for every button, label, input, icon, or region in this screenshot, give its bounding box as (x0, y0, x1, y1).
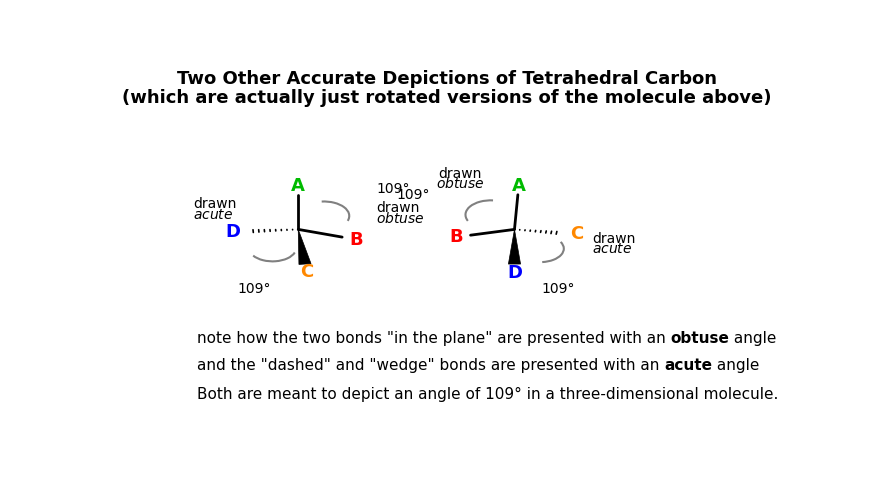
Text: angle: angle (712, 358, 760, 374)
Text: A: A (291, 178, 305, 196)
Text: D: D (507, 264, 522, 281)
Text: 109°: 109° (376, 182, 410, 196)
Text: (which are actually just rotated versions of the molecule above): (which are actually just rotated version… (122, 89, 772, 107)
Text: acute: acute (664, 358, 712, 374)
Text: $\it{obtuse}$: $\it{obtuse}$ (376, 211, 425, 226)
Text: Both are meant to depict an angle of 109° in a three-dimensional molecule.: Both are meant to depict an angle of 109… (197, 387, 778, 402)
Text: C: C (300, 264, 313, 281)
Text: and the "dashed" and "wedge" bonds are presented with an: and the "dashed" and "wedge" bonds are p… (197, 358, 664, 374)
Text: angle: angle (729, 332, 777, 346)
Text: $\it{acute}$: $\it{acute}$ (592, 242, 632, 256)
Text: Two Other Accurate Depictions of Tetrahedral Carbon: Two Other Accurate Depictions of Tetrahe… (177, 70, 717, 87)
Text: 109°: 109° (397, 188, 430, 202)
Text: B: B (449, 228, 463, 246)
Text: note how the two bonds "in the plane" are presented with an: note how the two bonds "in the plane" ar… (197, 332, 671, 346)
Text: drawn: drawn (194, 198, 237, 211)
Text: drawn: drawn (592, 232, 636, 246)
Text: 109°: 109° (542, 282, 576, 296)
Polygon shape (298, 230, 311, 264)
Text: obtuse: obtuse (671, 332, 729, 346)
Polygon shape (508, 230, 521, 264)
Text: D: D (225, 223, 240, 241)
Text: $\it{acute}$: $\it{acute}$ (194, 208, 234, 222)
Text: $\it{obtuse}$: $\it{obtuse}$ (436, 176, 485, 192)
Text: drawn: drawn (376, 201, 419, 215)
Text: drawn: drawn (439, 166, 482, 180)
Text: B: B (350, 230, 363, 248)
Text: 109°: 109° (237, 282, 271, 296)
Text: C: C (570, 226, 583, 244)
Text: A: A (512, 178, 526, 196)
